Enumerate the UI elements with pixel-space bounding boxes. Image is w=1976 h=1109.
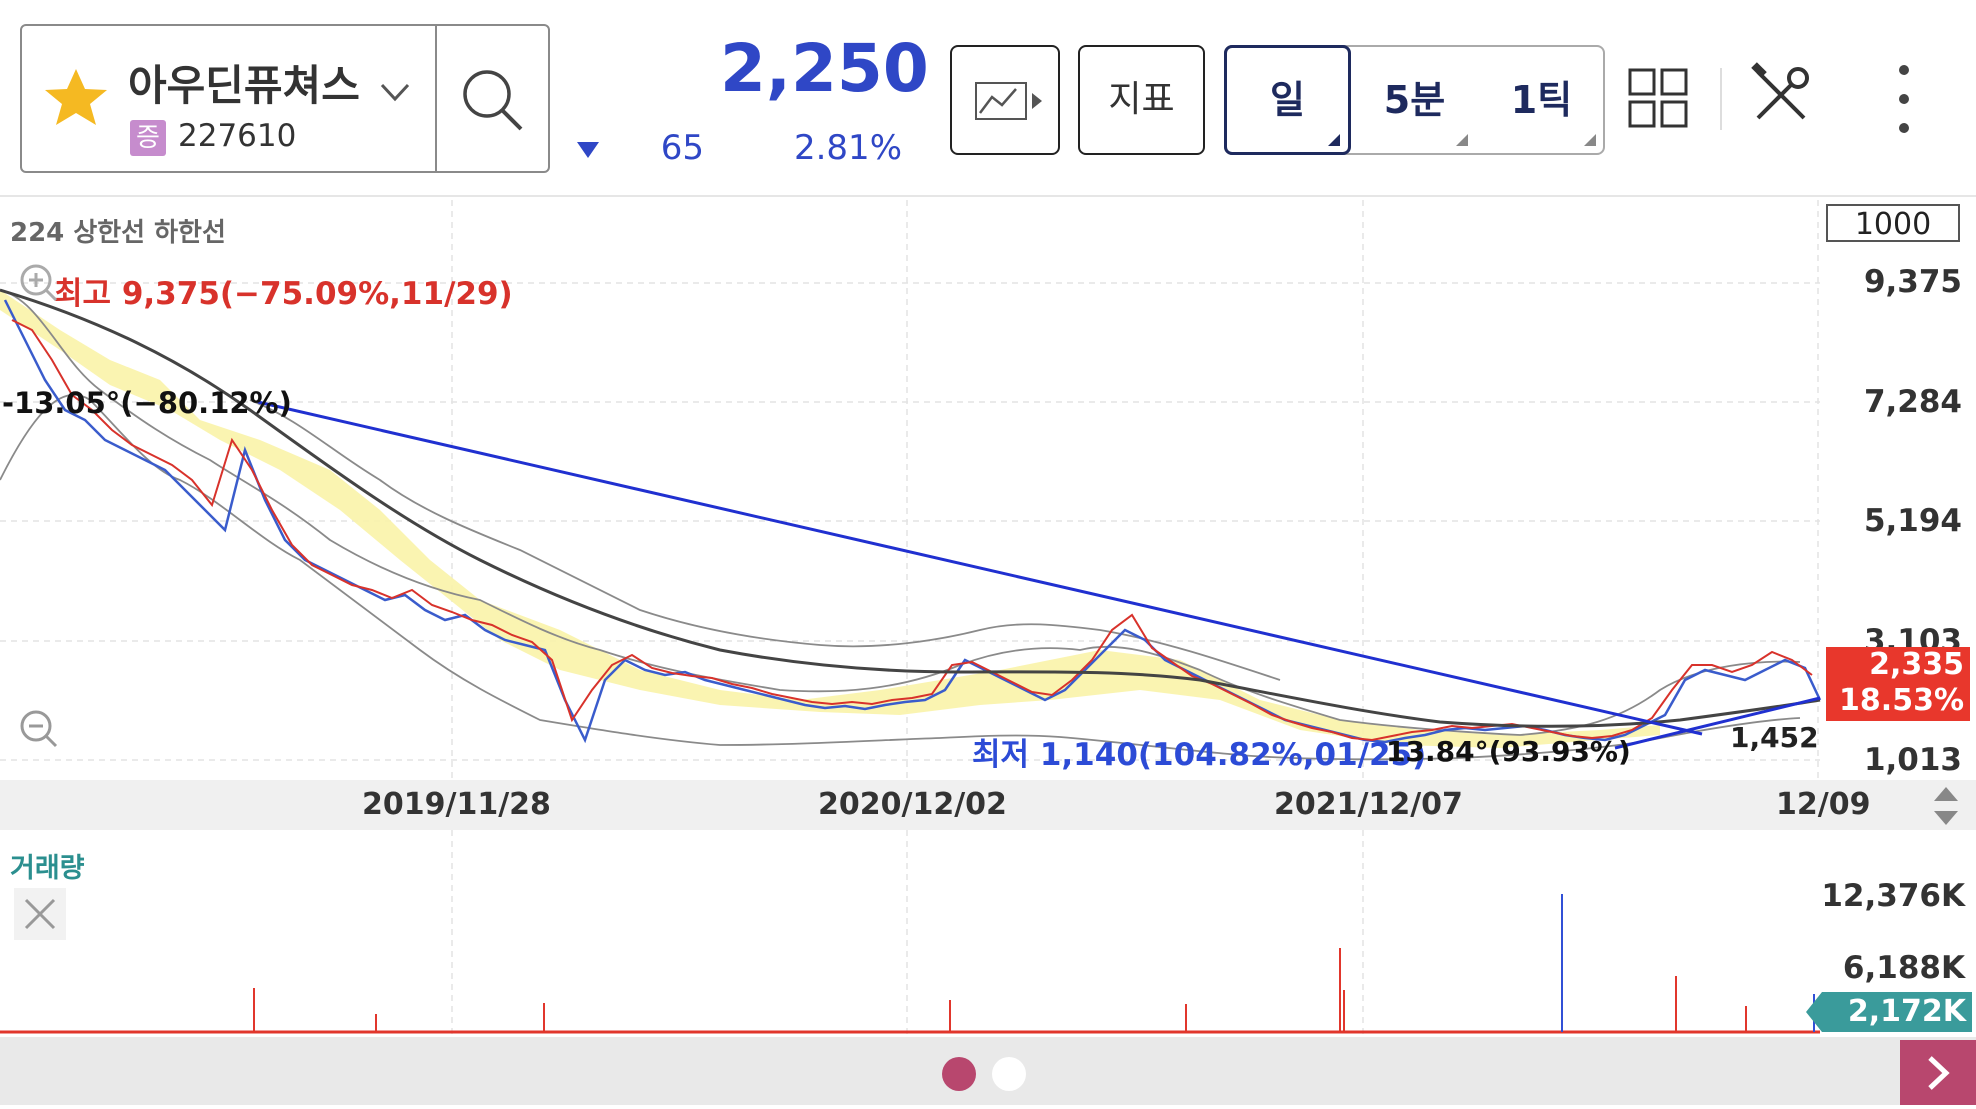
current-price: 2,250 (720, 30, 929, 107)
zoom-out-icon[interactable] (16, 706, 60, 750)
period-5min-button[interactable]: 5분 (1383, 78, 1446, 122)
price-tick: 1,013 (1863, 742, 1962, 778)
price-tick: 7,284 (1863, 384, 1962, 420)
price-change-percent: 2.81% (793, 128, 902, 168)
volume-label: 거래량 (10, 853, 85, 884)
axis-scroll-arrows-icon[interactable] (1930, 785, 1962, 827)
current-price-tag-percent: 18.53% (1839, 683, 1964, 718)
page-footer (0, 1037, 1976, 1105)
chevron-down-icon[interactable] (378, 80, 412, 104)
price-chart[interactable] (0, 197, 1976, 1037)
price-down-icon (577, 142, 599, 158)
date-tick: 12/09 (1776, 787, 1871, 822)
volume-tick: 6,188K (1842, 950, 1965, 986)
grid-layout-icon[interactable] (1628, 68, 1688, 128)
stock-selector[interactable] (20, 24, 550, 173)
moving-average-line (0, 288, 1821, 728)
page-indicator-active[interactable] (942, 1057, 976, 1091)
line-chart-icon (975, 82, 1042, 120)
volume-bars (0, 894, 1820, 1034)
page-indicator[interactable] (992, 1057, 1026, 1091)
price-tick: 5,194 (1863, 503, 1962, 539)
stock-name[interactable]: 아우딘퓨쳐스 (128, 61, 360, 110)
stock-selector-divider (435, 24, 437, 173)
price-change: 65 (660, 128, 704, 168)
current-price-tag-value: 2,335 (1869, 647, 1964, 682)
current-volume-tag: 2,172K (1822, 992, 1972, 1032)
zoom-value-box[interactable]: 1000 (1826, 204, 1960, 242)
stock-code: 227610 (178, 118, 297, 154)
chart-gridlines (0, 200, 1820, 1035)
ichimoku-cloud (0, 290, 1660, 748)
low-price-label: 최저 1,140(104.82%,01/25) (972, 737, 1427, 773)
indicator-button[interactable]: 지표 (1078, 45, 1205, 155)
indicator-legend: 224 상한선 하한선 (10, 218, 226, 248)
market-badge: 증 (130, 120, 166, 156)
favorite-star-icon[interactable] (40, 65, 112, 129)
date-axis (0, 780, 1976, 830)
settings-tools-icon[interactable] (1748, 62, 1814, 128)
chart-type-button[interactable] (950, 45, 1060, 155)
trendline-angle-label: -13.05°(−80.12%) (2, 386, 292, 420)
volume-close-button[interactable] (14, 888, 66, 940)
price-tick: 9,375 (1863, 264, 1962, 300)
trendlines (257, 400, 1821, 750)
toolbar-divider (1720, 68, 1722, 130)
volume-tick: 12,376K (1821, 878, 1965, 914)
current-price-tag: 2,335 18.53% (1826, 647, 1970, 721)
trendline-angle-label: 13.84°(93.93%) (1386, 735, 1631, 768)
high-price-label: 최고 9,375(−75.09%,11/29) (54, 276, 513, 312)
volume-tag-pointer (1806, 992, 1822, 1032)
zoom-in-icon[interactable] (16, 260, 60, 304)
search-icon (463, 70, 523, 131)
close-icon (24, 898, 56, 930)
period-1tick-button[interactable]: 1틱 (1510, 78, 1573, 122)
next-page-button[interactable] (1900, 1040, 1976, 1105)
period-day-corner (1328, 134, 1340, 146)
bollinger-band-lines (0, 289, 1801, 761)
date-tick: 2019/11/28 (362, 787, 551, 822)
candlesticks (3, 299, 1822, 744)
trendline-value-label: 1,452 (1730, 721, 1819, 754)
more-menu-icon[interactable] (1894, 62, 1914, 136)
period-1tick-corner (1584, 134, 1596, 146)
date-tick: 2021/12/07 (1274, 787, 1463, 822)
chevron-right-icon (1928, 1056, 1950, 1090)
date-tick: 2020/12/02 (818, 787, 1007, 822)
period-5min-corner (1456, 134, 1468, 146)
search-button[interactable] (437, 26, 544, 171)
